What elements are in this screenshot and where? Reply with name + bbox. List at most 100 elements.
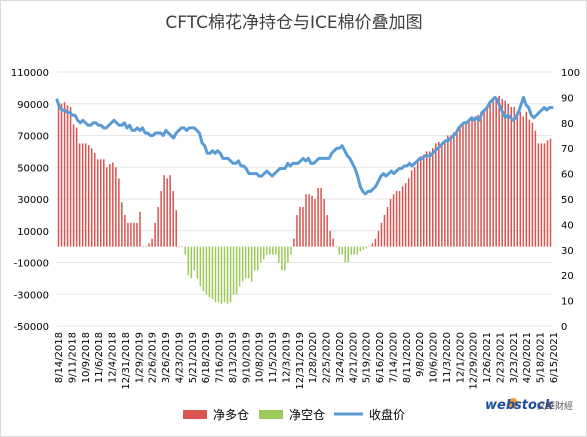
bar-net-long xyxy=(175,210,177,247)
bar-net-long xyxy=(139,211,141,247)
y-left-tick-label: -50000 xyxy=(14,322,49,333)
x-tick-label: 5/19/2020 xyxy=(362,332,373,383)
x-tick-label: 5/18/2021 xyxy=(536,332,547,383)
bar-net-short xyxy=(226,246,229,304)
bar-net-long xyxy=(513,106,516,247)
bar-net-long xyxy=(121,202,123,247)
bar-net-long xyxy=(395,191,398,247)
bar-net-short xyxy=(193,246,196,271)
bar-net-long xyxy=(166,178,168,247)
bar-net-long xyxy=(549,138,552,247)
bar-net-long xyxy=(103,159,105,247)
bar-net-long xyxy=(380,222,383,247)
bar-net-short xyxy=(190,246,193,279)
legend-label-short: 净空仓 xyxy=(289,408,325,422)
x-tick-label: 10/9/2018 xyxy=(81,332,92,383)
bar-net-long xyxy=(438,141,440,247)
bar-net-long xyxy=(75,127,78,247)
bar-net-long xyxy=(78,143,81,247)
chart-title: CFTC棉花净持仓与ICE棉价叠加图 xyxy=(165,13,422,33)
bar-net-short xyxy=(362,246,365,250)
legend-label-price: 收盘价 xyxy=(369,407,405,422)
x-tick-label: 2/25/2020 xyxy=(322,332,333,383)
logo-stock: stock xyxy=(514,398,555,413)
x-tick-label: 2/23/2021 xyxy=(496,332,507,383)
bar-net-long xyxy=(504,100,506,247)
bar-net-short xyxy=(266,246,268,255)
bar-net-short xyxy=(284,246,286,271)
bar-net-long xyxy=(510,106,513,247)
y-right-tick-label: 40 xyxy=(561,220,574,231)
legend-swatch-long xyxy=(183,410,207,419)
bar-net-long xyxy=(477,114,479,247)
bar-net-long xyxy=(528,119,531,247)
bar-net-long xyxy=(501,98,503,247)
bar-net-long xyxy=(305,194,307,247)
bar-net-long xyxy=(163,175,165,247)
y-left-tick-label: 10000 xyxy=(17,227,49,238)
bar-net-long xyxy=(401,186,404,247)
y-left-tick-label: 30000 xyxy=(17,195,49,206)
bar-net-long xyxy=(311,195,313,247)
x-tick-label: 4/20/2021 xyxy=(522,332,533,383)
x-tick-label: 2/26/2019 xyxy=(148,332,159,383)
x-tick-label: 6/18/2019 xyxy=(201,332,212,383)
bar-net-long xyxy=(100,159,102,247)
bar-net-long xyxy=(368,246,371,248)
bar-net-long xyxy=(84,143,87,247)
legend-label-long: 净多仓 xyxy=(213,408,249,422)
bar-net-long xyxy=(407,178,410,247)
wenhua-logo: web stock 文華財經 xyxy=(485,398,573,413)
bar-net-long xyxy=(299,206,301,247)
bar-net-long xyxy=(519,111,522,247)
x-tick-label: 12/4/2018 xyxy=(108,332,119,383)
bar-net-short xyxy=(247,246,250,279)
bar-net-long xyxy=(66,105,69,247)
y-left-tick-label: -30000 xyxy=(14,290,49,301)
logo-web: web xyxy=(485,398,515,413)
bar-net-short xyxy=(365,246,368,249)
y-left-tick-label: 90000 xyxy=(17,100,49,111)
bar-net-short xyxy=(356,246,359,255)
bar-net-long xyxy=(136,222,138,247)
x-tick-label: 1/29/2019 xyxy=(134,332,145,383)
bar-net-long xyxy=(308,194,310,247)
bar-net-long xyxy=(483,111,485,247)
bar-series xyxy=(57,95,552,304)
x-tick-label: 4/23/2019 xyxy=(174,332,185,383)
bar-net-long xyxy=(498,95,500,247)
bar-net-long xyxy=(323,199,325,247)
bar-net-long xyxy=(148,243,150,247)
bar-net-short xyxy=(256,246,259,271)
bar-net-long xyxy=(480,111,482,247)
x-tick-label: 10/6/2020 xyxy=(429,332,440,383)
bar-net-long xyxy=(531,122,534,247)
y-left-tick-label: 110000 xyxy=(11,68,49,79)
bar-net-long xyxy=(419,156,422,247)
x-tick-label: 11/6/2018 xyxy=(94,332,105,383)
bar-net-short xyxy=(338,246,340,255)
bar-net-long xyxy=(425,151,428,247)
bar-net-long xyxy=(87,145,90,247)
bar-net-short xyxy=(281,246,283,271)
bar-net-long xyxy=(398,191,401,247)
bar-net-long xyxy=(462,124,464,247)
bar-net-short xyxy=(202,246,205,292)
legend-swatch-short xyxy=(259,410,283,419)
bar-net-long xyxy=(69,106,72,247)
x-tick-label: 12/1/2020 xyxy=(455,332,466,383)
bar-net-long xyxy=(468,119,470,247)
bar-net-short xyxy=(208,246,211,298)
bar-net-short xyxy=(350,246,353,255)
bar-net-long xyxy=(416,159,419,247)
bar-net-short xyxy=(272,246,274,255)
bar-net-long xyxy=(72,124,75,247)
bar-net-long xyxy=(486,106,488,247)
bar-net-short xyxy=(223,246,226,303)
bar-net-short xyxy=(211,246,214,300)
bar-net-long xyxy=(374,238,377,247)
bar-net-long xyxy=(404,183,407,247)
bar-net-long xyxy=(314,199,316,247)
